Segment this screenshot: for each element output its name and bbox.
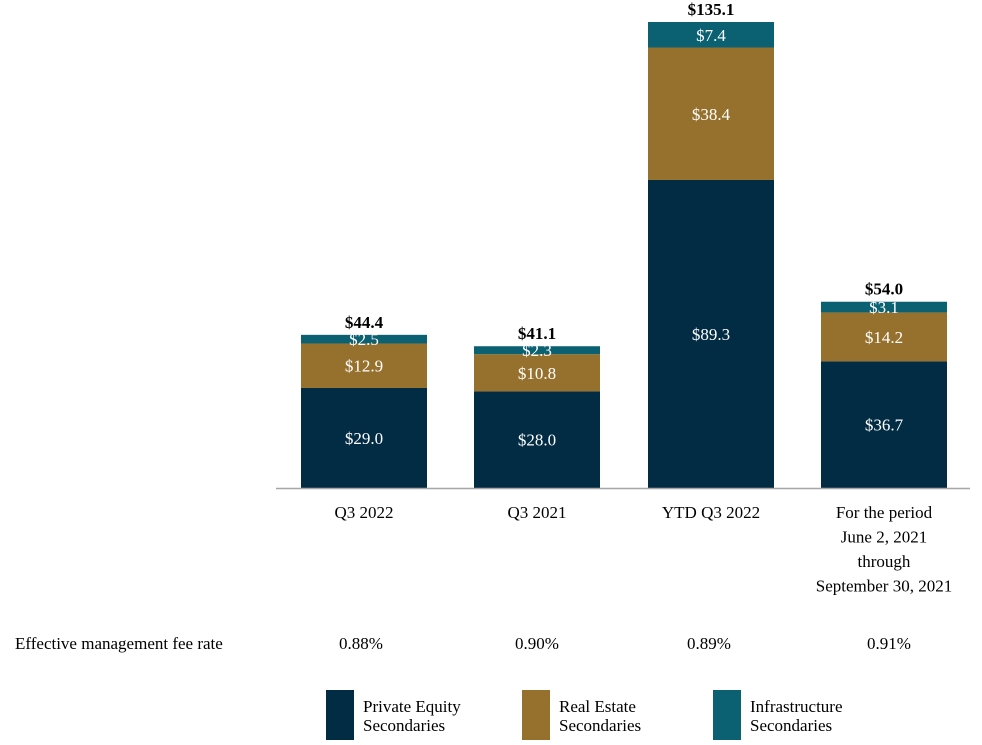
segment-value-label: $14.2 (865, 328, 903, 347)
category-label: September 30, 2021 (816, 577, 952, 596)
fee-rate-values: 0.88% 0.90% 0.89% 0.91% (339, 634, 911, 653)
segment-value-label: $7.4 (696, 26, 726, 45)
bar-segment (474, 354, 600, 392)
segment-value-label: $3.1 (869, 298, 899, 317)
bar-segment (301, 387, 427, 488)
segment-value-label: $36.7 (865, 416, 904, 435)
bar-segment (474, 346, 600, 355)
bar-segment (821, 361, 947, 488)
category-label: For the period (836, 503, 933, 522)
fee-rate-value: 0.91% (867, 634, 911, 653)
legend-swatch (522, 690, 550, 740)
bar-segment (821, 301, 947, 313)
segment-value-label: $2.3 (522, 341, 552, 360)
total-value-label: $54.0 (865, 280, 903, 299)
fee-rate-value: 0.88% (339, 634, 383, 653)
total-value-label: $135.1 (688, 0, 735, 19)
legend-swatch (326, 690, 354, 740)
category-label: June 2, 2021 (841, 528, 927, 547)
fee-rate-value: 0.90% (515, 634, 559, 653)
legend-label: Private Equity (363, 697, 461, 716)
category-label: YTD Q3 2022 (662, 503, 760, 522)
segment-value-label: $89.3 (692, 325, 730, 344)
category-label: through (858, 552, 911, 571)
category-label: Q3 2021 (507, 503, 566, 522)
legend-label: Secondaries (559, 716, 641, 735)
bars-group: $29.0 $12.9 $2.5$44.4 $28.0 $10.8 $2.3$41.1 $8… (301, 0, 947, 489)
legend-label: Infrastructure (750, 697, 843, 716)
bar-segment (301, 334, 427, 344)
category-labels: Q3 2022 Q3 2021 YTD Q3 2022 For the period J… (334, 503, 952, 596)
bar-segment (648, 22, 774, 48)
segment-value-label: $38.4 (692, 105, 731, 124)
segment-value-label: $29.0 (345, 429, 383, 448)
segment-value-label: $2.5 (349, 330, 379, 349)
bar-segment (474, 391, 600, 488)
total-value-label: $44.4 (345, 313, 384, 332)
fee-rate-value: 0.89% (687, 634, 731, 653)
bar-segment (821, 312, 947, 362)
fee-rate-title: Effective management fee rate (15, 634, 223, 653)
category-label: Q3 2022 (334, 503, 393, 522)
total-value-label: $41.1 (518, 324, 556, 343)
legend-label: Secondaries (363, 716, 445, 735)
segment-value-label: $28.0 (518, 431, 556, 450)
bar-segment (648, 179, 774, 489)
legend-label: Secondaries (750, 716, 832, 735)
bar-segment (648, 47, 774, 180)
legend-swatch (713, 690, 741, 740)
bar-segment (301, 343, 427, 388)
legend-label: Real Estate (559, 697, 636, 716)
segment-value-label: $10.8 (518, 364, 556, 383)
segment-value-label: $12.9 (345, 357, 383, 376)
